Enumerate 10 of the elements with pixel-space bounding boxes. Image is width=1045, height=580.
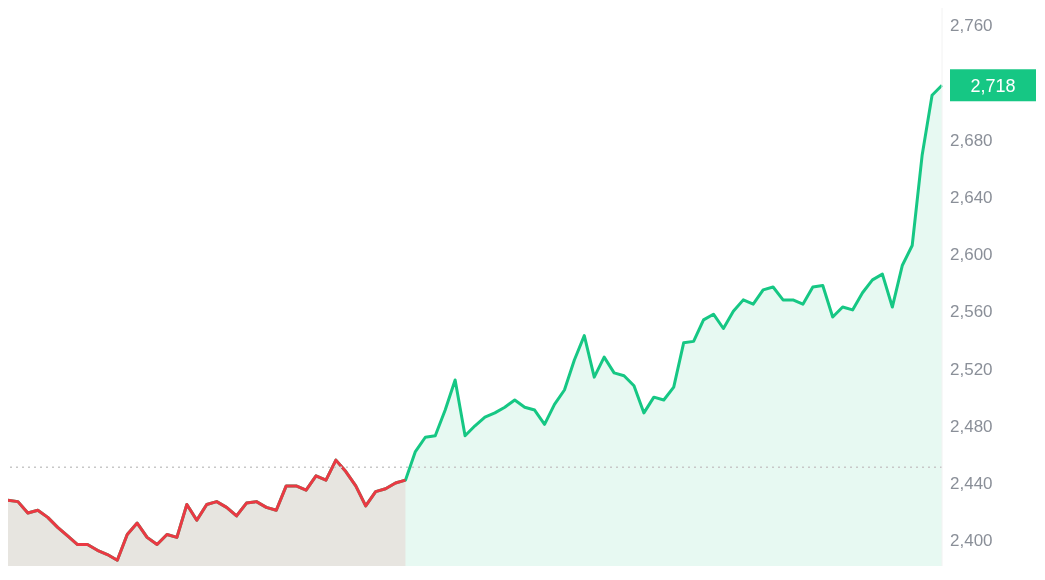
y-tick-label: 2,640 (950, 187, 993, 207)
y-tick-label: 2,440 (950, 474, 993, 494)
y-tick-label: 2,480 (950, 416, 993, 436)
y-tick-label: 2,760 (950, 16, 993, 36)
y-tick-label: 2,520 (950, 359, 993, 379)
y-tick-label: 2,400 (950, 531, 993, 551)
y-tick-label: 2,600 (950, 245, 993, 265)
y-tick-label: 2,560 (950, 302, 993, 322)
data-label: 2,718 (970, 76, 1016, 97)
y-tick-label: 2,680 (950, 130, 993, 150)
